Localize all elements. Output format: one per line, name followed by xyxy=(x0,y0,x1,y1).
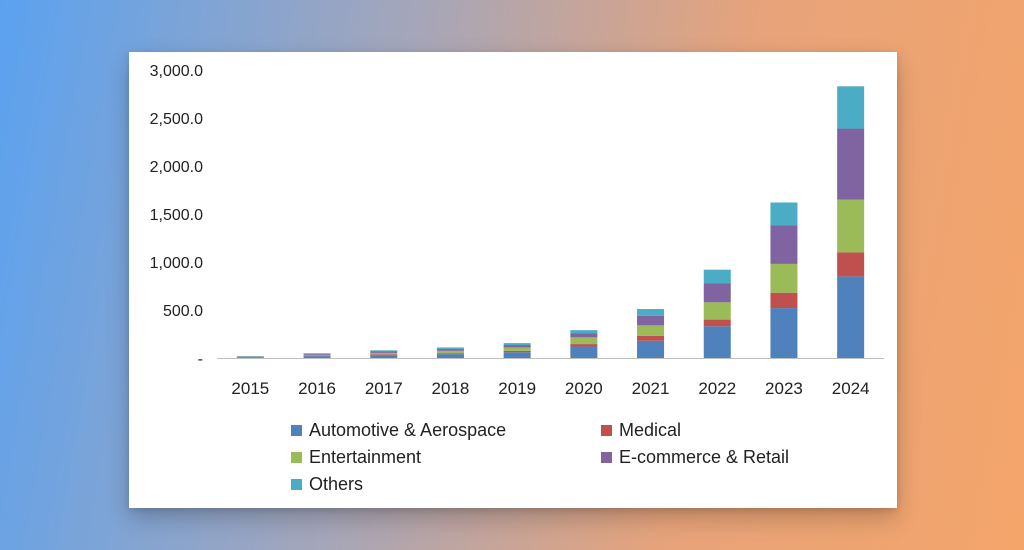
bar-segment xyxy=(570,333,598,338)
x-tick-label: 2017 xyxy=(365,379,403,398)
bar-segment xyxy=(503,350,531,353)
bar-segment xyxy=(837,276,865,358)
bar-segment xyxy=(436,348,464,351)
bar-segment xyxy=(370,352,398,355)
bar-segment xyxy=(436,347,464,349)
bar-segment xyxy=(570,346,598,358)
bar-segment xyxy=(837,86,865,129)
bar-segment xyxy=(436,354,464,358)
bar-segment xyxy=(503,343,531,346)
legend-swatch xyxy=(291,479,302,490)
bar-segment xyxy=(303,356,331,358)
legend-swatch xyxy=(291,425,302,436)
y-tick-label: - xyxy=(198,351,203,368)
x-tick-label: 2020 xyxy=(565,379,603,398)
bar-segment xyxy=(303,353,331,354)
bar-segment xyxy=(570,337,598,345)
bar-segment xyxy=(370,351,398,353)
legend-item: Others xyxy=(291,474,363,495)
legend-item: Medical xyxy=(601,420,681,441)
bar-segment xyxy=(837,199,865,253)
legend-item: Automotive & Aerospace xyxy=(291,420,506,441)
legend-label: Automotive & Aerospace xyxy=(309,420,507,440)
bar-segment xyxy=(770,202,798,226)
bar-segment xyxy=(637,325,665,336)
y-tick-label: 3,000.0 xyxy=(150,63,203,80)
x-tick-label: 2024 xyxy=(832,379,870,398)
legend-label: E-commerce & Retail xyxy=(619,447,790,467)
bar-segment xyxy=(370,355,398,358)
x-tick-label: 2021 xyxy=(632,379,670,398)
y-tick-label: 1,500.0 xyxy=(150,207,203,224)
bar-segment xyxy=(503,347,531,351)
y-tick-label: 1,000.0 xyxy=(150,255,203,272)
bar-segment xyxy=(503,345,531,348)
bar-segment xyxy=(436,353,464,355)
x-tick-label: 2022 xyxy=(698,379,736,398)
legend-swatch xyxy=(291,452,302,463)
x-tick-label: 2018 xyxy=(432,379,470,398)
y-tick-label: 2,000.0 xyxy=(150,159,203,176)
bar-segment xyxy=(303,354,331,356)
bar-segment xyxy=(837,252,865,277)
bar-segment xyxy=(637,309,665,316)
x-tick-label: 2016 xyxy=(298,379,336,398)
bar-segment xyxy=(637,335,665,341)
bar-segment xyxy=(703,319,731,327)
x-tick-label: 2015 xyxy=(231,379,269,398)
bar-segment xyxy=(370,350,398,352)
stacked-bar-chart: - 500.0 1,000.0 1,500.0 2,000.0 2,500.0 3,000.… xyxy=(150,63,884,398)
bar-segment xyxy=(503,352,531,358)
bar-segment xyxy=(570,344,598,347)
bar-segment xyxy=(370,354,398,356)
legend-swatch xyxy=(601,425,612,436)
legend-item: Entertainment xyxy=(291,447,421,468)
bar-segment xyxy=(837,128,865,200)
bar-segment xyxy=(303,353,331,355)
bar-segment xyxy=(770,263,798,293)
bar-segment xyxy=(703,283,731,303)
bar-segment xyxy=(637,340,665,358)
bar-segment xyxy=(637,315,665,326)
bar-segment xyxy=(436,350,464,354)
y-tick-label: 2,500.0 xyxy=(150,111,203,128)
legend-label: Medical xyxy=(619,420,682,440)
bar-segment xyxy=(236,357,264,358)
bar-segment xyxy=(703,302,731,320)
bar-segment xyxy=(770,225,798,264)
bar-segment xyxy=(703,326,731,358)
bar-segment xyxy=(770,292,798,309)
chart-card: - 500.0 1,000.0 1,500.0 2,000.0 2,500.0 3,000.… xyxy=(129,52,897,508)
y-tick-label: 500.0 xyxy=(163,303,203,320)
legend-item: E-commerce & Retail xyxy=(601,447,789,468)
x-tick-label: 2023 xyxy=(765,379,803,398)
bar-segment xyxy=(770,308,798,358)
bar-segment xyxy=(570,330,598,334)
x-tick-label: 2019 xyxy=(498,379,536,398)
legend-label: Others xyxy=(309,474,364,494)
bar-segment xyxy=(703,269,731,284)
legend-label: Entertainment xyxy=(309,447,422,467)
legend-swatch xyxy=(601,452,612,463)
